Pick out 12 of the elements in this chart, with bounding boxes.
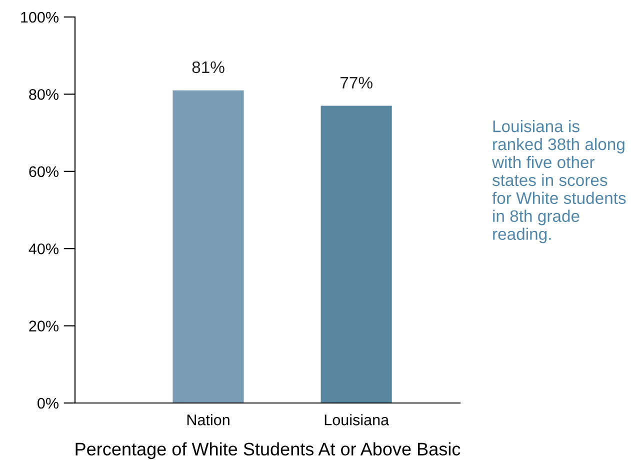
- y-tick-label: 60%: [29, 166, 58, 178]
- x-tick-label: Nation: [187, 414, 230, 426]
- data-label: 77%: [340, 76, 372, 89]
- y-tick-label: 100%: [21, 12, 58, 23]
- y-tick-label: 80%: [29, 89, 58, 100]
- data-label: 81%: [192, 61, 224, 74]
- y-tick-label: 0%: [38, 398, 58, 409]
- x-tick-label: Louisiana: [324, 414, 390, 426]
- x-axis-title: Percentage of White Students At or Above Basic: [76, 442, 460, 460]
- y-tick-label: 40%: [28, 243, 58, 254]
- text: Louisiana is ranked 38th along with five other states in scores for White students in 8th grade reading.: [492, 120, 626, 244]
- y-tick-label: 20%: [29, 320, 58, 332]
